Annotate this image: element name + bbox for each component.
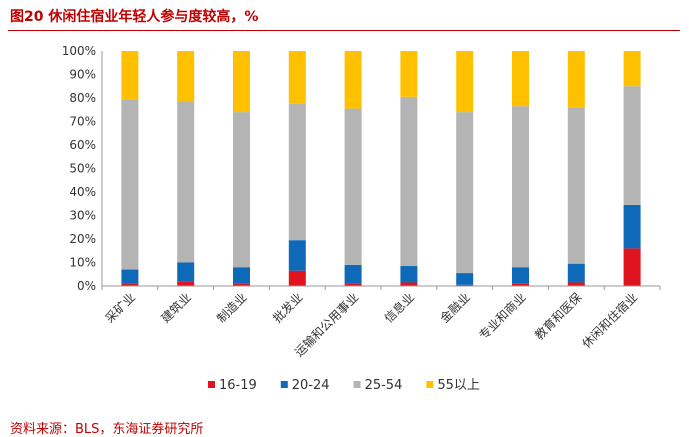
x-category-label: 专业和商业 [476,290,529,343]
bar-segment [233,51,250,113]
y-axis: 0% 10% 20% 30% 40% 50% 60% 70% 80% 90% 100% [62,44,103,293]
y-tick-label: 10% [69,256,96,270]
y-tick-label: 70% [69,115,96,129]
stacked-bar-chart: 0% 10% 20% 30% 40% 50% 60% 70% 80% 90% 100% 采矿业 建筑业… [62,44,661,393]
bar-segment [344,51,362,109]
y-tick-label: 40% [69,185,96,199]
x-category-label: 信息业 [381,290,417,326]
bar-segment [456,273,474,285]
bar-segment [456,284,474,286]
bar-segment [400,96,418,267]
bar-segment [121,283,139,286]
bar-segment [456,112,474,274]
x-category-label: 制造业 [214,290,249,325]
bar-segment [623,248,641,286]
bar-segment [344,283,362,286]
x-category-label: 批发业 [269,290,305,326]
bar-segment [288,51,306,104]
y-tick-label: 20% [69,232,96,246]
bar-segment [177,101,195,263]
y-tick-label: 100% [62,44,96,58]
x-category-label: 采矿业 [103,290,138,325]
legend-swatch [208,381,215,388]
legend-swatch [280,381,288,388]
bar-segment [623,204,641,249]
figure-title: 图20 休闲住宿业年轻人参与度较高，% [10,9,259,25]
y-tick-label: 80% [69,91,96,105]
bar-segment [121,51,139,100]
bar-segment [512,283,529,286]
bar-segment [567,263,585,283]
x-category-label: 金融业 [437,290,473,326]
legend: 16-19 20-24 25-54 55以上 [208,378,480,393]
bar-segment [567,107,585,264]
bar-segment [288,103,306,241]
bar-segment [233,112,250,268]
x-category-label: 休闲和住宿业 [579,290,641,352]
bar-segment [288,270,306,286]
bar-segment [233,283,250,286]
legend-label: 25-54 [365,378,403,393]
y-tick-label: 60% [69,138,96,152]
bar-segment [121,99,139,270]
legend-label: 16-19 [219,378,257,393]
bar-segment [512,51,529,107]
bars [121,51,641,286]
y-tick-label: 50% [69,162,96,176]
bar-segment [121,269,139,284]
y-tick-label: 90% [69,68,96,82]
bar-segment [400,51,418,97]
bar-segment [177,51,195,102]
title-rule [8,30,680,31]
bar-segment [177,262,195,282]
x-category-label: 建筑业 [158,290,194,326]
bar-segment [344,108,362,265]
x-category-label: 教育和医保 [531,290,584,343]
bar-segment [233,267,250,284]
bar-segment [512,267,529,284]
bar-segment [288,240,306,271]
bar-segment [177,281,195,286]
bar-segment [400,266,418,283]
legend-label: 20-24 [292,378,330,393]
bar-segment [623,86,641,205]
legend-label: 55以上 [437,378,480,393]
bar-segment [567,51,585,108]
bar-segment [512,106,529,268]
y-tick-label: 30% [69,209,96,223]
bar-segment [400,282,418,286]
legend-swatch [353,381,361,388]
bar-segment [567,282,585,286]
bar-segment [344,264,362,284]
bar-segment [456,51,474,113]
legend-swatch [426,381,434,388]
bar-segment [623,51,641,87]
y-tick-label: 0% [77,279,96,293]
